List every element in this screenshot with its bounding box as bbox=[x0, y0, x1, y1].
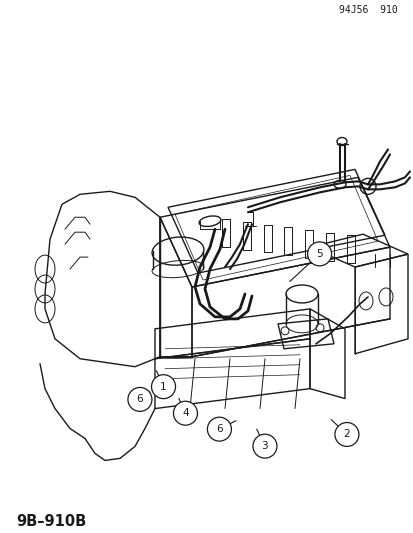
Circle shape bbox=[128, 387, 152, 411]
Text: 2: 2 bbox=[343, 430, 349, 440]
Circle shape bbox=[151, 375, 175, 399]
Circle shape bbox=[207, 417, 231, 441]
Text: 1: 1 bbox=[160, 382, 166, 392]
Text: 3: 3 bbox=[261, 441, 268, 451]
Text: 4: 4 bbox=[182, 408, 188, 418]
Text: 9B–910B: 9B–910B bbox=[17, 514, 87, 529]
Circle shape bbox=[334, 423, 358, 447]
Circle shape bbox=[252, 434, 276, 458]
Circle shape bbox=[307, 242, 331, 266]
Text: 5: 5 bbox=[316, 249, 322, 259]
Circle shape bbox=[173, 401, 197, 425]
Text: 6: 6 bbox=[136, 394, 143, 405]
Text: 6: 6 bbox=[216, 424, 222, 434]
Text: 94J56  910: 94J56 910 bbox=[338, 5, 396, 15]
